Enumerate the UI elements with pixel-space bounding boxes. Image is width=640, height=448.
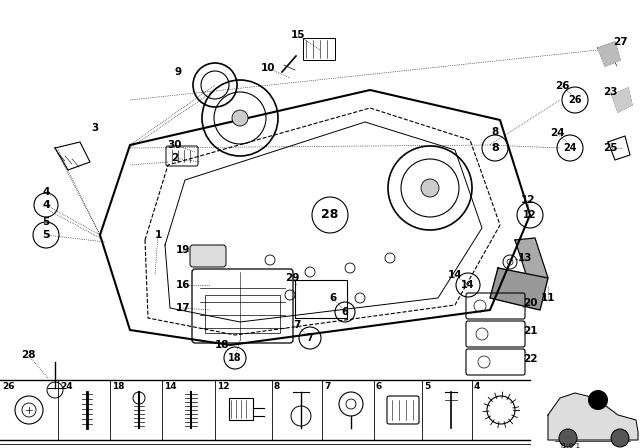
Bar <box>229 398 253 420</box>
Text: 13: 13 <box>518 253 532 263</box>
Text: 26: 26 <box>2 382 15 391</box>
Text: 20: 20 <box>523 298 537 308</box>
FancyBboxPatch shape <box>190 245 226 267</box>
Circle shape <box>421 179 439 197</box>
Text: 7: 7 <box>307 333 314 343</box>
Text: 6: 6 <box>342 307 348 317</box>
Text: 14: 14 <box>448 270 462 280</box>
Text: 14: 14 <box>461 280 475 290</box>
Text: 11: 11 <box>541 293 556 303</box>
Text: 14: 14 <box>164 382 177 391</box>
Bar <box>303 38 335 60</box>
Text: 28: 28 <box>20 350 35 360</box>
Text: 3: 3 <box>92 123 99 133</box>
Text: 2: 2 <box>172 153 179 163</box>
Text: 17: 17 <box>176 303 190 313</box>
Text: 4: 4 <box>42 187 50 197</box>
Text: 18: 18 <box>228 353 242 363</box>
Text: 22: 22 <box>523 354 537 364</box>
Text: 28: 28 <box>321 208 339 221</box>
Text: 6: 6 <box>330 293 337 303</box>
Text: 19: 19 <box>176 245 190 255</box>
Bar <box>295 280 347 318</box>
Text: 29: 29 <box>285 273 299 283</box>
Text: 12: 12 <box>217 382 230 391</box>
Circle shape <box>559 429 577 447</box>
Text: 26: 26 <box>568 95 582 105</box>
Text: 25: 25 <box>603 143 617 153</box>
Text: 18: 18 <box>112 382 125 391</box>
Text: 7: 7 <box>293 320 301 330</box>
Text: 5: 5 <box>42 230 50 240</box>
Text: 6: 6 <box>376 382 382 391</box>
Bar <box>205 295 280 333</box>
Polygon shape <box>598 42 620 66</box>
Text: 4: 4 <box>474 382 481 391</box>
Text: 8: 8 <box>274 382 280 391</box>
Text: 24: 24 <box>60 382 72 391</box>
Text: 1: 1 <box>154 230 162 240</box>
Circle shape <box>232 110 248 126</box>
Text: 15: 15 <box>291 30 305 40</box>
Text: 21: 21 <box>523 326 537 336</box>
Text: 12: 12 <box>524 210 537 220</box>
Polygon shape <box>612 88 632 112</box>
Text: J1:0 1: J1:0 1 <box>560 443 580 448</box>
Circle shape <box>588 390 608 410</box>
Text: 23: 23 <box>603 87 617 97</box>
Circle shape <box>611 429 629 447</box>
Text: 27: 27 <box>612 37 627 47</box>
Text: 18: 18 <box>215 340 229 350</box>
Text: 7: 7 <box>324 382 330 391</box>
Text: 30: 30 <box>168 140 182 150</box>
Text: 10: 10 <box>260 63 275 73</box>
Text: 4: 4 <box>42 200 50 210</box>
Polygon shape <box>490 268 548 310</box>
Text: 26: 26 <box>555 81 569 91</box>
Text: 12: 12 <box>521 195 535 205</box>
Text: 5: 5 <box>424 382 430 391</box>
Text: 8: 8 <box>492 127 499 137</box>
Text: 24: 24 <box>563 143 577 153</box>
Text: 8: 8 <box>491 143 499 153</box>
Text: 24: 24 <box>550 128 564 138</box>
Polygon shape <box>515 238 548 280</box>
Text: 9: 9 <box>175 67 182 77</box>
Polygon shape <box>548 393 638 440</box>
Text: 16: 16 <box>176 280 190 290</box>
Text: 5: 5 <box>42 217 50 227</box>
